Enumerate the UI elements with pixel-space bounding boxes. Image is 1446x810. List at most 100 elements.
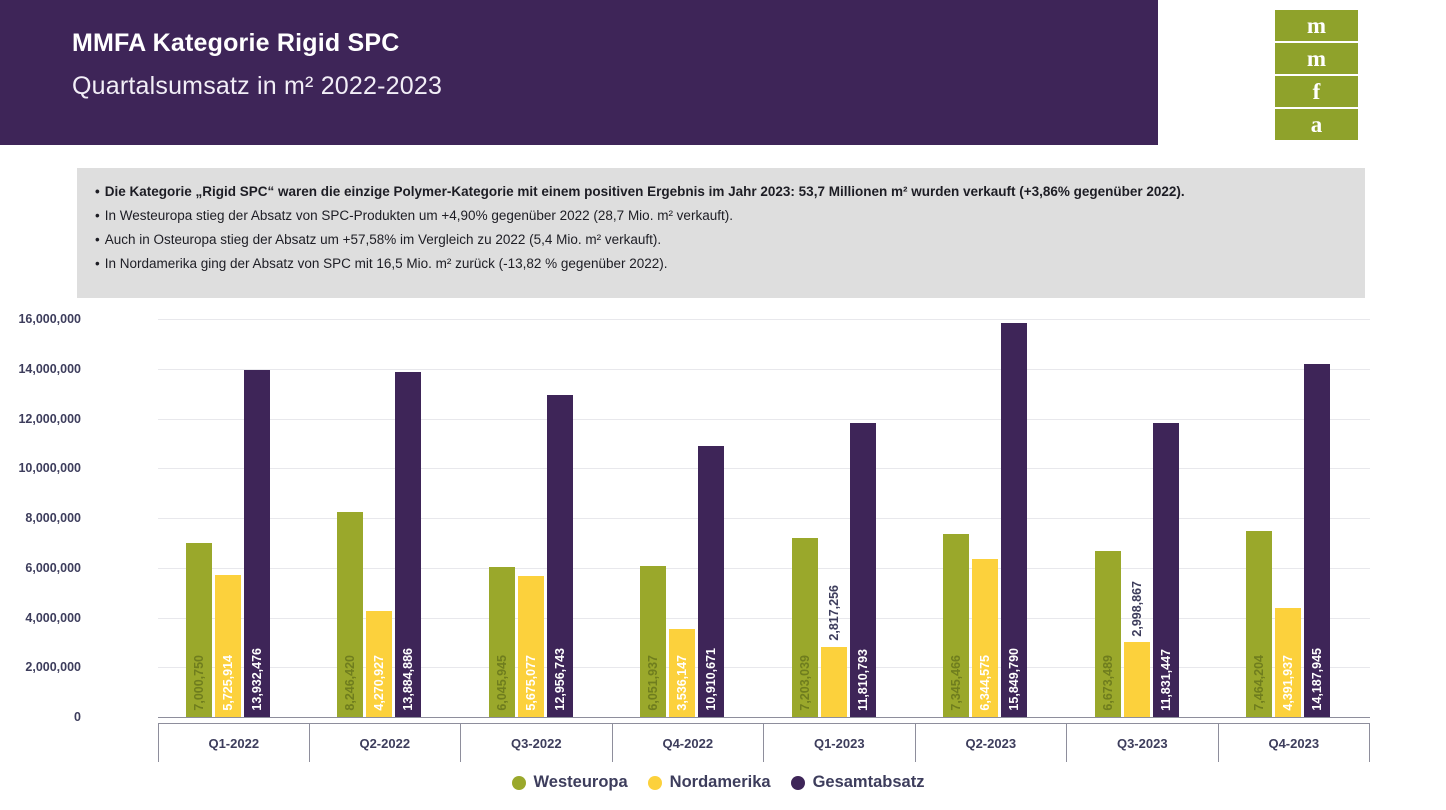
x-axis-label-q4-2023: Q4-2023 — [1219, 724, 1370, 762]
bar-value-label: 6,344,575 — [978, 655, 993, 711]
bar-group-q2-2022: 8,246,420 4,270,927 13,884,886 — [310, 319, 462, 717]
y-axis-tick-label: 16,000,000 — [18, 312, 81, 326]
bar-gesamtabsatz-q1-2023[interactable]: 11,810,793 — [849, 423, 876, 717]
x-axis-category-band: Q1-2022 Q2-2022 Q3-2022 Q4-2022 Q1-2023 Q2-20… — [158, 723, 1370, 762]
bar-fill — [1275, 607, 1302, 717]
x-axis-label-q3-2023: Q3-2023 — [1067, 724, 1219, 762]
gridline — [158, 717, 1370, 718]
bar-value-label: 13,884,886 — [401, 648, 416, 711]
legend-swatch-icon — [647, 775, 662, 790]
bar-fill — [791, 537, 818, 717]
bar-value-label: 7,464,204 — [1252, 655, 1267, 711]
bar-westeuropa-q1-2023[interactable]: 7,203,039 — [791, 537, 818, 717]
logo-letter-3: a — [1310, 112, 1323, 137]
bar-westeuropa-q2-2022[interactable]: 8,246,420 — [337, 511, 364, 717]
bar-gesamtabsatz-q3-2023[interactable]: 11,831,447 — [1152, 422, 1179, 717]
bar-nordamerika-q1-2023[interactable]: 2,817,256 — [820, 585, 847, 717]
bar-gesamtabsatz-q1-2022[interactable]: 13,932,476 — [243, 370, 270, 717]
bar-fill — [820, 646, 847, 717]
x-axis-label-q1-2023: Q1-2023 — [764, 724, 916, 762]
y-axis-tick-label: 14,000,000 — [18, 361, 81, 376]
bar-nordamerika-q2-2023[interactable]: 6,344,575 — [972, 559, 999, 717]
bar-fill — [698, 445, 725, 717]
bar-value-label: 7,345,466 — [949, 655, 964, 711]
gridline — [158, 567, 1370, 569]
gridline — [158, 617, 1370, 619]
bar-westeuropa-q3-2022[interactable]: 6,045,945 — [488, 566, 515, 717]
bar-westeuropa-q1-2022[interactable]: 7,000,750 — [185, 542, 212, 717]
bar-group-q3-2022: 6,045,945 5,675,077 12,956,743 — [461, 319, 613, 717]
bar-fill — [488, 566, 515, 717]
bullet-dot-icon: • — [95, 184, 100, 199]
legend-item-gesamtabsatz[interactable]: Gesamtabsatz — [790, 773, 925, 792]
bar-nordamerika-q1-2022[interactable]: 5,725,914 — [214, 574, 241, 717]
info-bullet-text: Auch in Osteuropa stieg der Absatz um +5… — [104, 232, 662, 247]
legend-item-westeuropa[interactable]: Westeuropa — [511, 773, 628, 792]
gridline — [158, 667, 1370, 669]
gridline — [158, 319, 1370, 320]
summary-infobox: • Die Kategorie „Rigid SPC“ waren die ein… — [77, 168, 1365, 298]
header-band — [0, 0, 1158, 145]
y-axis-tick-label: 8,000,000 — [25, 511, 81, 525]
bar-westeuropa-q4-2022[interactable]: 6,051,937 — [640, 566, 667, 717]
bar-value-label: 13,932,476 — [249, 648, 264, 711]
page-title: MMFA Kategorie Rigid SPC — [72, 29, 400, 57]
bar-gesamtabsatz-q3-2022[interactable]: 12,956,743 — [546, 394, 573, 717]
bar-westeuropa-q2-2023[interactable]: 7,345,466 — [943, 534, 970, 717]
page-subtitle: Quartalsumsatz in m² 2022-2023 — [72, 72, 443, 100]
legend-swatch-icon — [790, 775, 805, 790]
legend-swatch-icon — [511, 775, 526, 790]
bar-nordamerika-q4-2022[interactable]: 3,536,147 — [669, 629, 696, 717]
bar-fill — [1152, 422, 1179, 717]
bar-gesamtabsatz-q4-2022[interactable]: 10,910,671 — [698, 445, 725, 717]
x-axis-label-q2-2023: Q2-2023 — [916, 724, 1067, 762]
logo-letter-0: m — [1275, 10, 1358, 43]
legend-item-nordamerika[interactable]: Nordamerika — [647, 773, 771, 792]
bar-fill — [1246, 531, 1273, 717]
bar-nordamerika-q4-2023[interactable]: 4,391,937 — [1275, 607, 1302, 717]
x-axis-label-q1-2022: Q1-2022 — [158, 724, 310, 762]
bar-nordamerika-q3-2022[interactable]: 5,675,077 — [517, 575, 544, 717]
legend-label: Nordamerika — [669, 773, 771, 791]
legend-label: Gesamtabsatz — [812, 773, 925, 791]
bar-value-label: 3,536,147 — [675, 655, 690, 711]
gridline — [158, 368, 1370, 370]
bar-fill — [214, 574, 241, 717]
bar-value-label: 6,045,945 — [494, 655, 509, 711]
bar-group-q4-2022: 6,051,937 3,536,147 10,910,671 — [613, 319, 765, 717]
bar-value-label: 14,187,945 — [1310, 648, 1325, 711]
chart-plot-area: 16,000,000 14,000,000 12,000,000 10,000,000… — [18, 312, 1370, 724]
info-bullet-3: • In Nordamerika ging der Absatz von SPC … — [95, 252, 1347, 276]
logo-letter-2: f — [1275, 76, 1358, 109]
y-axis-tick-label: 4,000,000 — [25, 610, 81, 625]
info-bullet-text: Die Kategorie „Rigid SPC“ waren die einz… — [104, 184, 1185, 199]
bar-fill — [337, 511, 364, 717]
bar-westeuropa-q3-2023[interactable]: 6,673,489 — [1094, 551, 1121, 717]
bar-fill — [395, 371, 422, 717]
bar-fill — [517, 575, 544, 717]
bar-value-label: 8,246,420 — [343, 655, 358, 711]
bar-nordamerika-q2-2022[interactable]: 4,270,927 — [366, 610, 393, 717]
bar-value-label: 7,000,750 — [191, 655, 206, 711]
info-bullet-text: In Nordamerika ging der Absatz von SPC m… — [104, 256, 668, 271]
bar-fill — [1123, 642, 1150, 717]
y-axis-tick-label: 6,000,000 — [25, 560, 81, 575]
info-bullet-1: • In Westeuropa stieg der Absatz von SPC-… — [95, 204, 1347, 228]
bar-fill — [366, 610, 393, 717]
bar-gesamtabsatz-q2-2023[interactable]: 15,849,790 — [1001, 322, 1028, 717]
bar-value-label: 5,675,077 — [523, 655, 538, 711]
bar-fill — [243, 370, 270, 717]
bar-nordamerika-q3-2023[interactable]: 2,998,867 — [1123, 581, 1150, 717]
x-axis-label-q4-2022: Q4-2022 — [613, 724, 764, 762]
bar-value-label: 11,810,793 — [855, 649, 870, 711]
bar-gesamtabsatz-q4-2023[interactable]: 14,187,945 — [1304, 364, 1331, 717]
bar-value-label: 10,910,671 — [704, 648, 719, 711]
bar-gesamtabsatz-q2-2022[interactable]: 13,884,886 — [395, 371, 422, 717]
bar-westeuropa-q4-2023[interactable]: 7,464,204 — [1246, 531, 1273, 717]
bar-fill — [185, 542, 212, 717]
y-axis-tick-label: 12,000,000 — [18, 411, 81, 426]
bullet-dot-icon: • — [95, 232, 100, 247]
bar-value-label: 11,831,447 — [1158, 649, 1173, 711]
legend-label: Westeuropa — [533, 773, 628, 791]
